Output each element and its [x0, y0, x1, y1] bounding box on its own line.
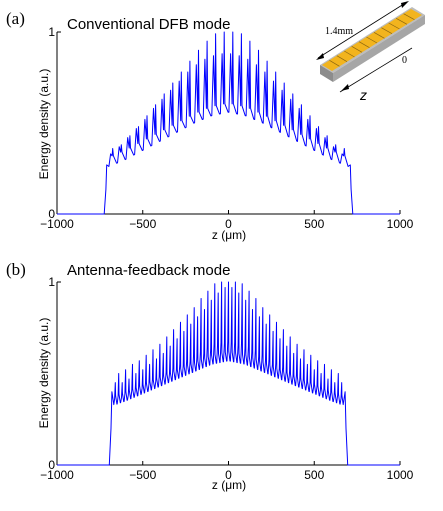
grating-slit: [344, 50, 355, 58]
grating-slits: [329, 13, 415, 67]
panel-b-xlabel: z (μm): [212, 478, 246, 492]
panel-b-label: (b): [6, 260, 26, 279]
y-tick-label: 1: [48, 25, 55, 39]
z-axis-arrow-line: [339, 47, 413, 93]
panel-b-axes: −1000 −500 0 500 1000 0 1: [40, 275, 414, 482]
panel-a-axes: −1000 −500 0 500 1000 0 1: [40, 25, 414, 231]
panel-a-label: (a): [6, 9, 25, 28]
x-tick-label: −500: [129, 217, 156, 231]
inset-length-label: 1.4mm: [325, 26, 353, 37]
grating-slit: [358, 41, 370, 48]
length-arrow: [317, 1, 408, 59]
panel-b-ylabel: Energy density (a.u.): [37, 318, 51, 429]
y-tick-label: 1: [48, 275, 55, 289]
length-arrow-head-left: [316, 53, 324, 60]
inset-z-label: z: [359, 87, 367, 103]
device-inset: 1.4mm 0 z: [316, 1, 425, 103]
panel-a: (a) Conventional DFB mode Energy density…: [6, 9, 414, 242]
length-arrow-head-right: [401, 1, 409, 8]
substrate-end-face: [333, 15, 425, 82]
grating-slit: [395, 18, 408, 25]
grating-slit: [403, 13, 415, 20]
grating-slit: [336, 55, 348, 62]
x-tick-label: −500: [129, 468, 156, 482]
panel-a-ylabel: Energy density (a.u.): [37, 69, 51, 180]
x-tick-label: −1000: [40, 468, 74, 482]
grating-slit: [373, 32, 385, 39]
x-tick-label: 500: [304, 217, 324, 231]
panel-b-title: Antenna-feedback mode: [67, 262, 230, 279]
panel-b: (b) Antenna-feedback mode Energy density…: [6, 260, 414, 492]
x-tick-label: 500: [304, 468, 324, 482]
energy-density-series-line: [57, 281, 400, 466]
grating-slit: [381, 27, 393, 34]
panel-a-xlabel: z (μm): [212, 228, 246, 242]
panel-a-title: Conventional DFB mode: [67, 16, 230, 33]
z-axis-arrow-head: [341, 84, 349, 91]
energy-density-series-line: [57, 31, 400, 215]
grating-slit: [388, 22, 400, 30]
y-tick-label: 0: [48, 207, 55, 221]
grating-slit: [351, 46, 363, 53]
panel-a-plot: [57, 31, 400, 215]
panel-b-plot: [57, 281, 400, 466]
x-tick-label: −1000: [40, 217, 74, 231]
substrate-long-side: [320, 65, 333, 82]
x-tick-label: 0: [225, 468, 232, 482]
grating-slit: [329, 60, 340, 67]
x-tick-label: 0: [225, 217, 232, 231]
x-tick-label: 1000: [387, 217, 414, 231]
inset-origin-label: 0: [402, 55, 407, 66]
grating-slit: [366, 36, 378, 44]
x-tick-label: 1000: [387, 468, 414, 482]
y-tick-label: 0: [48, 458, 55, 472]
